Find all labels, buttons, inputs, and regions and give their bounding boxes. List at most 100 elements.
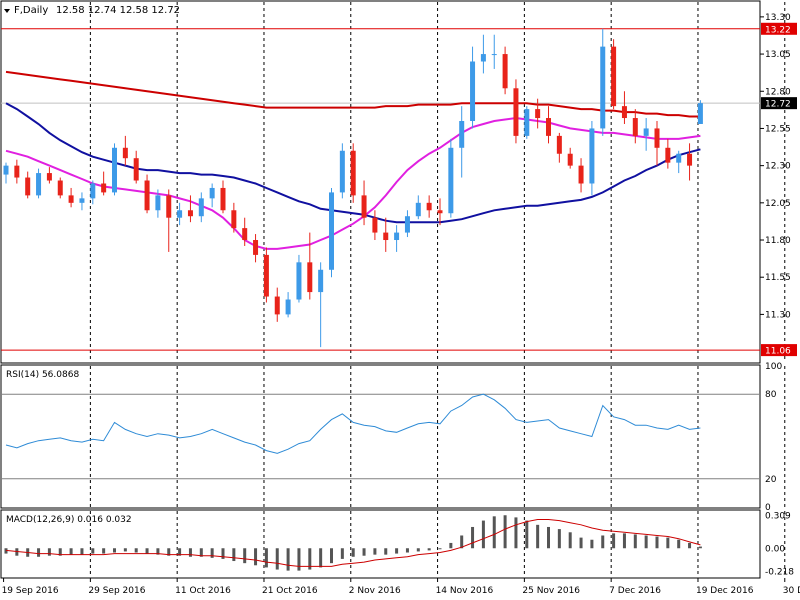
- candle: [329, 187, 334, 278]
- candle-body: [166, 195, 172, 218]
- candle-body: [383, 232, 389, 241]
- candle-body: [502, 54, 508, 89]
- macd-tick-label: -0.218: [765, 567, 794, 577]
- candle-body: [632, 118, 638, 136]
- candle: [513, 79, 519, 144]
- candle: [79, 192, 85, 211]
- macd-histogram-bar: [308, 548, 312, 570]
- candle: [383, 217, 389, 252]
- candle: [3, 162, 9, 184]
- candle-body: [643, 128, 649, 136]
- candle-body: [524, 109, 530, 136]
- upper-level-box: [761, 22, 797, 35]
- macd-histogram-bar: [232, 548, 236, 562]
- y-tick-label: 13.05: [765, 50, 791, 60]
- macd-histogram-bar: [243, 548, 247, 564]
- candle-body: [589, 128, 595, 184]
- candle-body: [307, 262, 313, 293]
- candle-body: [546, 118, 551, 136]
- candle: [665, 138, 671, 169]
- x-tick-label: 21 Oct 2016: [262, 586, 318, 596]
- macd-histogram-bar: [80, 548, 84, 555]
- candle-body: [578, 165, 584, 184]
- macd-histogram-bar: [319, 548, 323, 568]
- candle: [394, 225, 400, 252]
- rsi-tick-label: 100: [765, 362, 782, 372]
- candle: [187, 195, 193, 223]
- macd-histogram-bar: [644, 535, 648, 549]
- candle: [600, 28, 606, 136]
- macd-histogram-bar: [134, 548, 138, 553]
- macd-histogram-bar: [297, 548, 301, 571]
- candle: [415, 195, 421, 220]
- candle: [491, 34, 497, 69]
- macd-histogram-bar: [69, 548, 73, 555]
- candle-body: [36, 173, 42, 196]
- x-tick-label: 19 Dec 2016: [696, 586, 754, 596]
- candle: [524, 106, 530, 139]
- candle: [535, 98, 541, 129]
- candle-body: [318, 269, 324, 293]
- candle-body: [133, 158, 139, 181]
- candle-body: [101, 183, 107, 193]
- candle-body: [57, 180, 63, 196]
- macd-histogram-bar: [438, 548, 442, 550]
- candle-body: [155, 195, 161, 211]
- macd-pane: [4, 515, 702, 571]
- candle: [25, 171, 31, 199]
- dropdown-triangle-icon[interactable]: [4, 9, 10, 13]
- candle-body: [187, 210, 193, 217]
- macd-histogram-bar: [37, 548, 41, 557]
- candle: [220, 180, 226, 214]
- macd-histogram-bar: [503, 515, 507, 549]
- x-tick-label: 11 Oct 2016: [175, 586, 231, 596]
- macd-histogram-bar: [91, 548, 95, 554]
- macd-histogram-bar: [568, 532, 572, 549]
- macd-tick-label: 0.309: [765, 511, 791, 521]
- lower-level-box: [761, 344, 797, 357]
- x-tick-label: 19 Sep 2016: [2, 586, 59, 596]
- candle-body: [404, 216, 410, 233]
- macd-histogram-bar: [221, 548, 225, 559]
- candle: [643, 118, 649, 151]
- x-tick-label: 7 Dec 2016: [609, 586, 661, 596]
- macd-histogram-bar: [481, 520, 485, 549]
- x-tick-label: 2 Nov 2016: [349, 586, 401, 596]
- y-tick-label: 12.55: [765, 124, 791, 134]
- macd-histogram-bar: [514, 517, 518, 549]
- macd-histogram-bar: [286, 548, 290, 571]
- rsi-tick-label: 20: [765, 475, 777, 485]
- candle-body: [394, 232, 400, 241]
- candle: [144, 174, 150, 214]
- macd-histogram-bar: [340, 548, 344, 559]
- candle: [339, 143, 345, 199]
- candle-body: [220, 187, 226, 211]
- candle: [556, 132, 562, 163]
- candle: [437, 198, 443, 226]
- y-tick-label: 11.30: [765, 310, 791, 320]
- candle: [36, 168, 42, 199]
- macd-histogram-bar: [47, 548, 51, 556]
- candle-body: [665, 147, 671, 163]
- candle: [231, 202, 237, 233]
- macd-histogram-bar: [156, 548, 160, 555]
- candle: [242, 217, 248, 246]
- candle-body: [177, 210, 183, 218]
- candle: [654, 121, 660, 166]
- candle: [285, 292, 291, 318]
- candle: [155, 189, 161, 218]
- candle-body: [112, 147, 117, 193]
- macd-histogram-bar: [547, 526, 550, 549]
- candle: [263, 247, 269, 303]
- macd-histogram-bar: [264, 548, 268, 568]
- macd-histogram-bar: [590, 539, 594, 549]
- candle: [687, 143, 693, 181]
- rsi-pane: [1, 393, 760, 480]
- horizontal-levels: [1, 28, 760, 351]
- candle-body: [14, 165, 20, 178]
- macd-histogram-bar: [492, 516, 496, 549]
- candle-body: [144, 180, 150, 211]
- y-tick-label: 12.30: [765, 162, 791, 172]
- ma-slow-line: [5, 70, 701, 118]
